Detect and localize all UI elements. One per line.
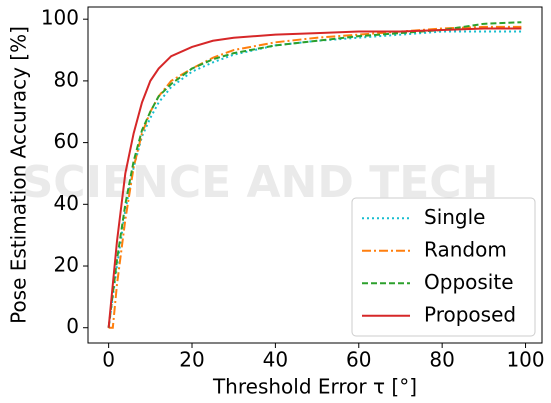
x-tick-label: 20 (179, 348, 204, 372)
x-tick-label: 40 (263, 348, 288, 372)
y-tick-label: 80 (54, 67, 79, 91)
legend-label: Single (424, 205, 485, 229)
y-tick-label: 100 (41, 6, 79, 30)
y-tick-label: 60 (54, 129, 79, 153)
x-tick-label: 80 (429, 348, 454, 372)
legend-label: Proposed (424, 302, 516, 326)
series-line (107, 30, 522, 328)
legend-label: Opposite (424, 270, 514, 294)
y-tick-label: 40 (54, 191, 79, 215)
x-tick-label: 0 (102, 348, 115, 372)
series-line (107, 21, 522, 328)
x-axis-label: Threshold Error τ [°] (212, 375, 417, 399)
y-axis-label: Pose Estimation Accuracy [%] (7, 26, 31, 324)
series-line (107, 27, 522, 328)
x-tick-label: 60 (346, 348, 371, 372)
y-tick-label: 0 (66, 314, 79, 338)
legend-box (351, 197, 536, 337)
y-tick-label: 20 (54, 253, 79, 277)
plot-frame (87, 6, 543, 344)
legend-label: Random (424, 237, 507, 261)
x-tick-label: 100 (506, 348, 544, 372)
